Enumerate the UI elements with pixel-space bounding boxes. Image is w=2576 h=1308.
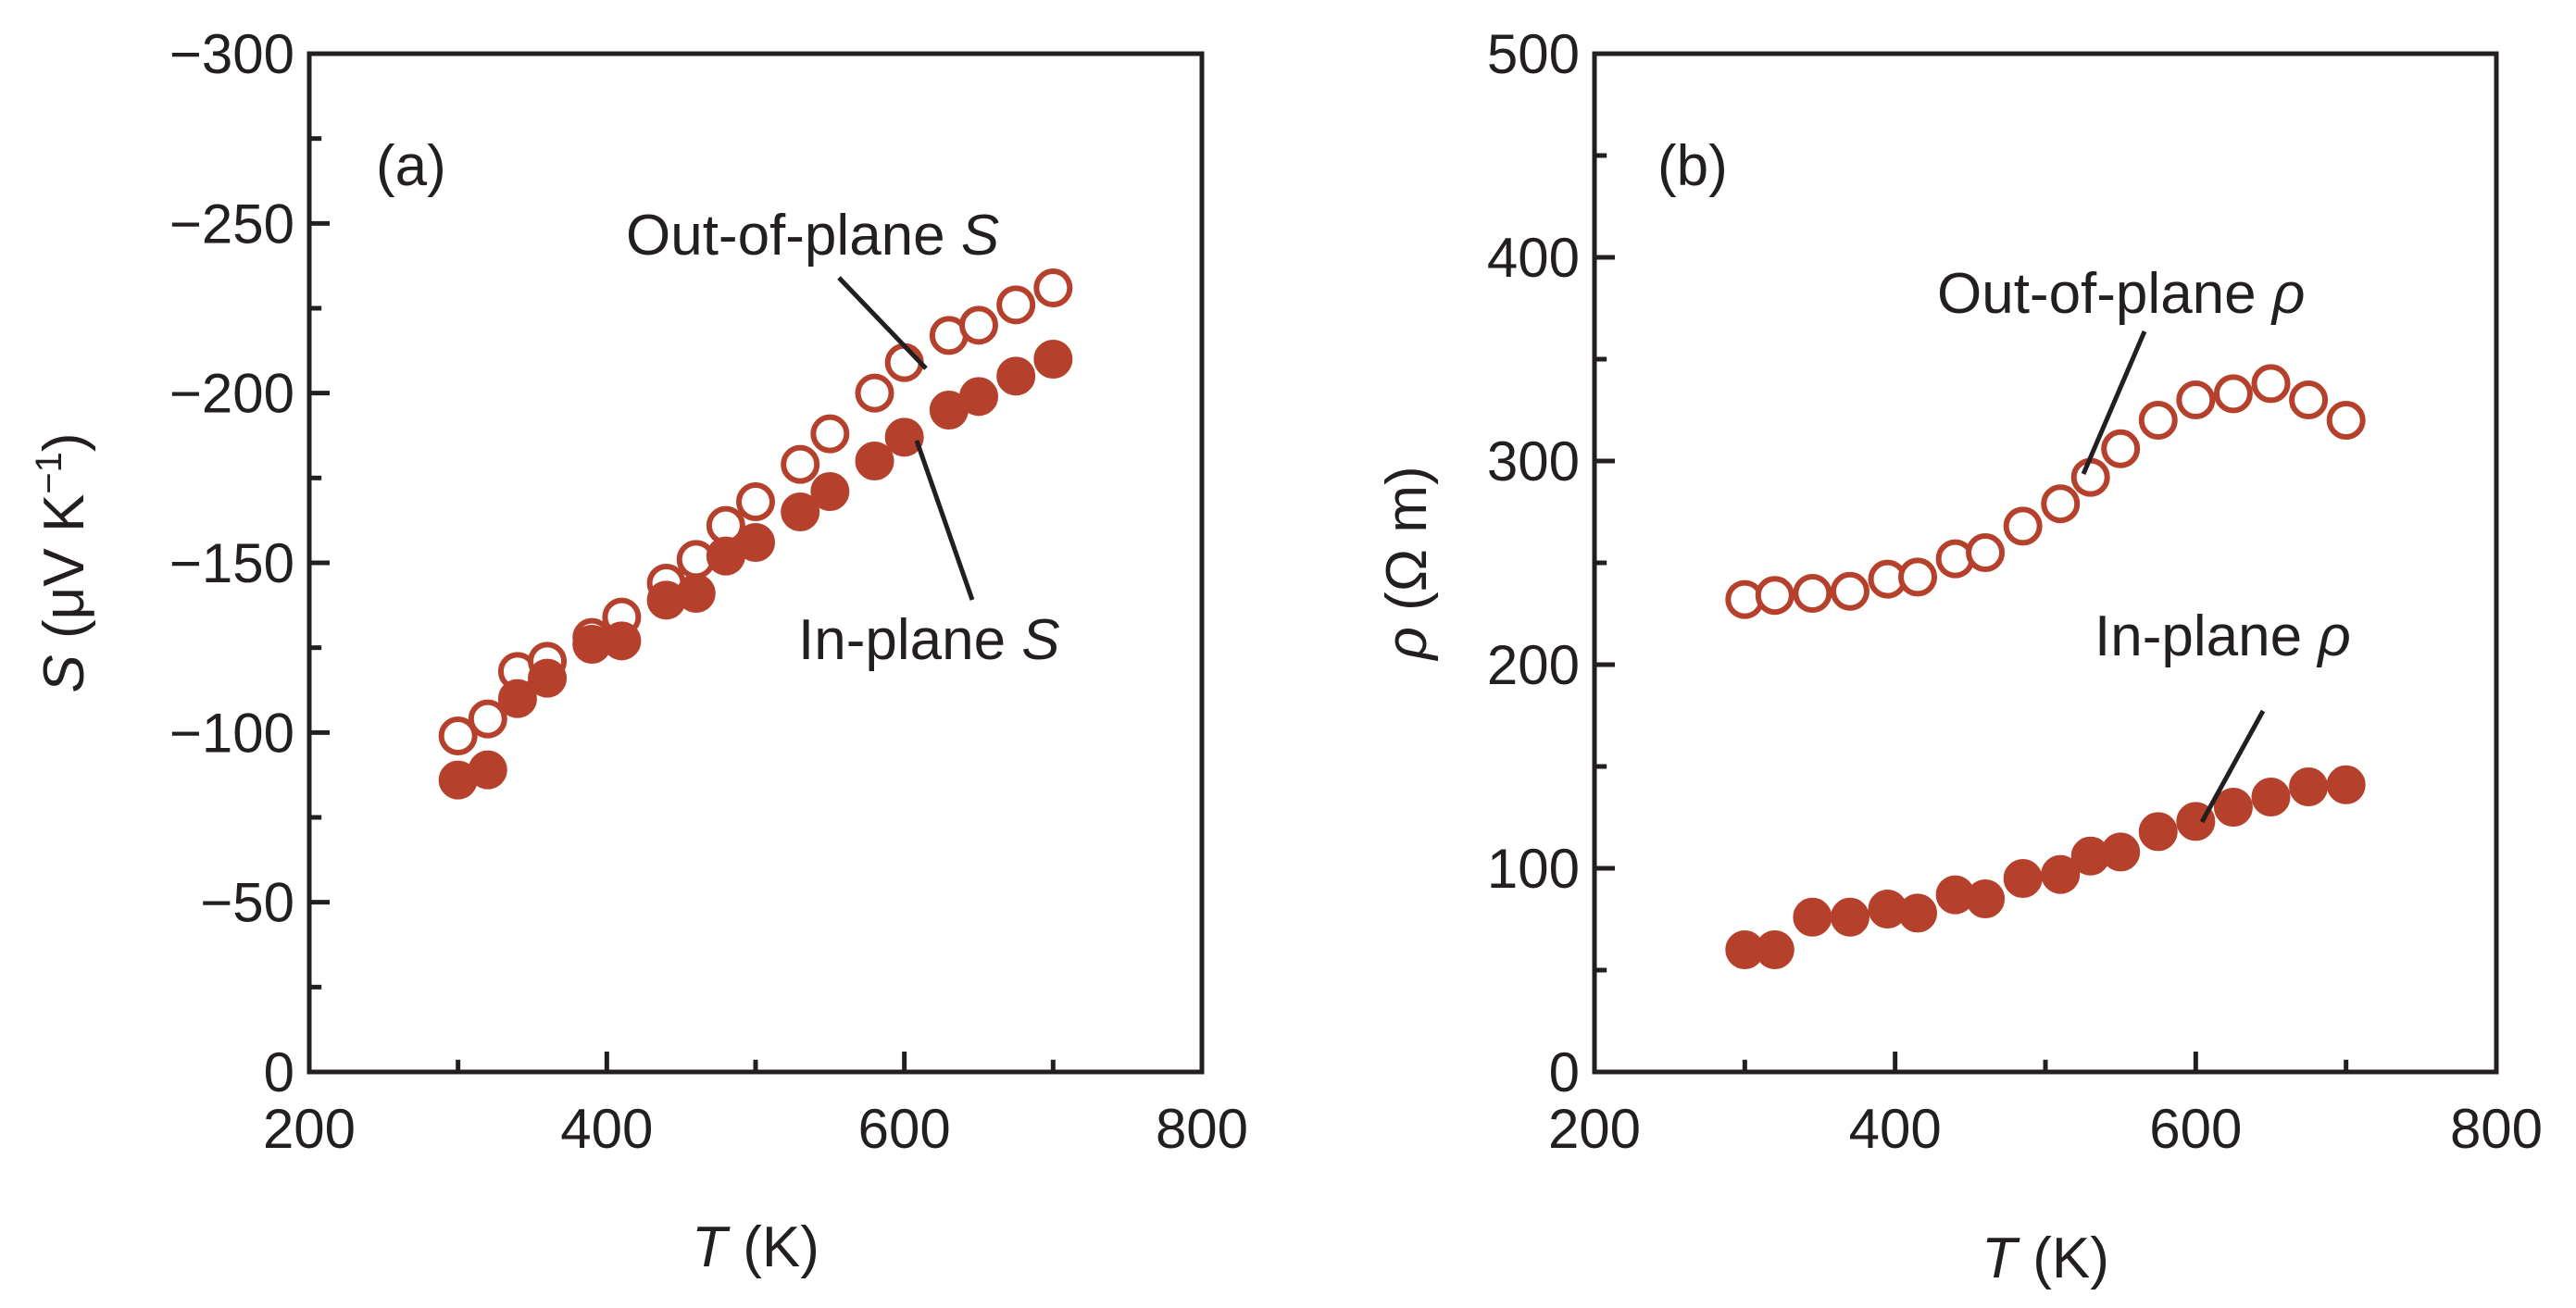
panel-b-x-tick-label: 200 bbox=[1548, 1098, 1641, 1160]
panel-a-y-tick-label: −100 bbox=[169, 702, 294, 764]
panel-a-out-of-plane-point bbox=[736, 482, 775, 521]
panel-a-in-plane-point bbox=[855, 442, 894, 480]
panel-a-in-plane-point bbox=[468, 750, 507, 790]
panel-b-out-of-plane-point bbox=[2101, 429, 2141, 468]
panel-b-points bbox=[1725, 364, 2366, 969]
panel-b-y-tick-label: 0 bbox=[1549, 1041, 1580, 1103]
panel-b-in-plane-point bbox=[2138, 812, 2178, 852]
panel-a-x-tick-label: 200 bbox=[263, 1098, 356, 1160]
panel-b-out-of-plane-point bbox=[2041, 484, 2081, 524]
panel-b-y-tick-label: 400 bbox=[1487, 227, 1580, 289]
panel-a-x-axis-title: T (K) bbox=[692, 1215, 819, 1279]
panel-a-in-plane-point bbox=[959, 377, 998, 417]
panel-b-x-tick-label: 600 bbox=[2149, 1098, 2242, 1160]
panel-a-in-plane-leader bbox=[914, 440, 975, 601]
panel-a-in-plane-point bbox=[884, 417, 924, 457]
panel-a-out-of-plane-point bbox=[884, 343, 924, 382]
panel-a-seebeck-plot: 200 400 600 800 0 −50 −100 −150 −200 −250 −300 (a)… bbox=[29, 23, 1248, 1279]
panel-a-x-tick-label: 600 bbox=[858, 1098, 951, 1160]
panel-b-y-tick-label: 500 bbox=[1487, 23, 1580, 85]
panel-a-in-plane-point bbox=[810, 472, 850, 511]
panel-a-out-of-plane-point bbox=[855, 373, 894, 413]
panel-b-in-plane-point bbox=[2101, 832, 2141, 872]
panel-b-out-of-plane-point bbox=[2326, 401, 2366, 440]
panel-a-in-plane-point bbox=[1033, 340, 1073, 379]
panel-b-in-plane-point bbox=[1966, 879, 2006, 918]
panel-b-out-of-plane-leader bbox=[2081, 330, 2147, 475]
panel-a-in-plane-point bbox=[528, 658, 568, 698]
panel-a-in-plane-point bbox=[497, 679, 537, 718]
panel-b-in-plane-point bbox=[2213, 788, 2253, 827]
panel-a-in-plane-point bbox=[736, 523, 775, 562]
panel-b-x-axis-title: T (K) bbox=[1982, 1227, 2109, 1290]
panel-a-in-plane-point bbox=[996, 356, 1036, 396]
panel-a-out-of-plane-point bbox=[468, 699, 507, 739]
panel-b-in-plane-leader bbox=[2199, 709, 2266, 824]
panel-b-tick-labels: 200 400 600 800 0 100 200 300 400 500 bbox=[1487, 23, 2543, 1160]
panel-b-out-of-plane-point bbox=[2070, 457, 2110, 497]
panel-a-in-plane-point bbox=[602, 621, 642, 661]
panel-a-out-of-plane-point bbox=[996, 285, 1036, 325]
panel-a-y-tick-label: −50 bbox=[200, 872, 294, 934]
panel-b-in-plane-point bbox=[2251, 778, 2291, 816]
panel-b-ticks bbox=[1592, 51, 2499, 1075]
panel-b-out-of-plane-point bbox=[2176, 380, 2216, 419]
panel-a-y-axis-title: S (μV K−1) bbox=[29, 432, 96, 692]
panel-a-in-plane-point bbox=[781, 492, 820, 531]
panel-b-in-plane-point bbox=[1898, 893, 1938, 933]
panel-b-out-of-plane-point bbox=[2251, 364, 2291, 404]
panel-a-out-of-plane-point bbox=[1033, 268, 1073, 307]
panel-b-out-of-plane-label: Out-of-plane ρ bbox=[1937, 262, 2305, 326]
panel-b-y-axis-title: ρ (Ω m) bbox=[1375, 466, 1439, 661]
panel-b-x-tick-label: 800 bbox=[2450, 1098, 2543, 1160]
panel-b-in-plane-point bbox=[1830, 897, 1869, 937]
panel-b-in-plane-label: In-plane ρ bbox=[2095, 604, 2351, 668]
panel-a-in-plane-point bbox=[676, 574, 716, 613]
panel-a-out-of-plane-point bbox=[810, 414, 850, 454]
panel-b-in-plane-point bbox=[2289, 767, 2329, 806]
panel-b-in-plane-point bbox=[1793, 897, 1832, 937]
panel-b-out-of-plane-point bbox=[1966, 533, 2006, 572]
panel-a-ticks bbox=[306, 51, 1205, 1075]
panel-b-y-tick-label: 100 bbox=[1487, 838, 1580, 900]
panel-a-label: (a) bbox=[376, 134, 446, 198]
panel-b-out-of-plane-point bbox=[2289, 380, 2329, 419]
panel-b-out-of-plane-point bbox=[1755, 576, 1794, 616]
panel-b-out-of-plane-point bbox=[1898, 557, 1938, 597]
panel-a-x-tick-label: 400 bbox=[560, 1098, 653, 1160]
panel-a-out-of-plane-point bbox=[438, 716, 478, 755]
panel-b-in-plane-point bbox=[2326, 765, 2366, 804]
panel-b-out-of-plane-point bbox=[2003, 506, 2043, 546]
panel-a-out-of-plane-point bbox=[781, 444, 820, 484]
panel-b-in-plane-point bbox=[1755, 930, 1794, 969]
panel-a-y-tick-label: −200 bbox=[169, 363, 294, 425]
panel-a-y-tick-label: 0 bbox=[264, 1041, 294, 1103]
panel-b-label: (b) bbox=[1657, 134, 1728, 198]
panel-a-out-of-plane-point bbox=[959, 305, 998, 345]
panel-a-points bbox=[438, 268, 1073, 800]
panel-a-y-tick-label: −250 bbox=[169, 193, 294, 255]
panel-b-plot-frame bbox=[1592, 51, 2499, 1075]
panel-a-tick-labels: 200 400 600 800 0 −50 −100 −150 −200 −250 −300 bbox=[169, 23, 1248, 1160]
panel-a-x-tick-label: 800 bbox=[1156, 1098, 1248, 1160]
panel-b-x-tick-label: 400 bbox=[1849, 1098, 1942, 1160]
panel-b-in-plane-point bbox=[2003, 859, 2043, 898]
panel-b-out-of-plane-point bbox=[2138, 401, 2178, 440]
panel-a-y-tick-label: −150 bbox=[169, 532, 294, 594]
panel-b-out-of-plane-point bbox=[2213, 374, 2253, 414]
panel-a-in-plane-label: In-plane S bbox=[798, 608, 1060, 672]
panel-b-out-of-plane-point bbox=[1793, 574, 1832, 613]
panel-b-in-plane-point bbox=[2176, 802, 2216, 841]
panel-b-y-tick-label: 300 bbox=[1487, 430, 1580, 492]
panel-b-in-plane-point bbox=[2041, 854, 2081, 894]
panel-b-resistivity-plot: 200 400 600 800 0 100 200 300 400 500 (b) T (K) ρ… bbox=[1375, 23, 2543, 1290]
panel-b-out-of-plane-point bbox=[1830, 571, 1869, 611]
panel-a-out-of-plane-label: Out-of-plane S bbox=[626, 204, 999, 268]
panel-a-out-of-plane-leader bbox=[837, 276, 928, 370]
panel-b-y-tick-label: 200 bbox=[1487, 634, 1580, 696]
panel-a-y-tick-label: −300 bbox=[169, 23, 294, 85]
